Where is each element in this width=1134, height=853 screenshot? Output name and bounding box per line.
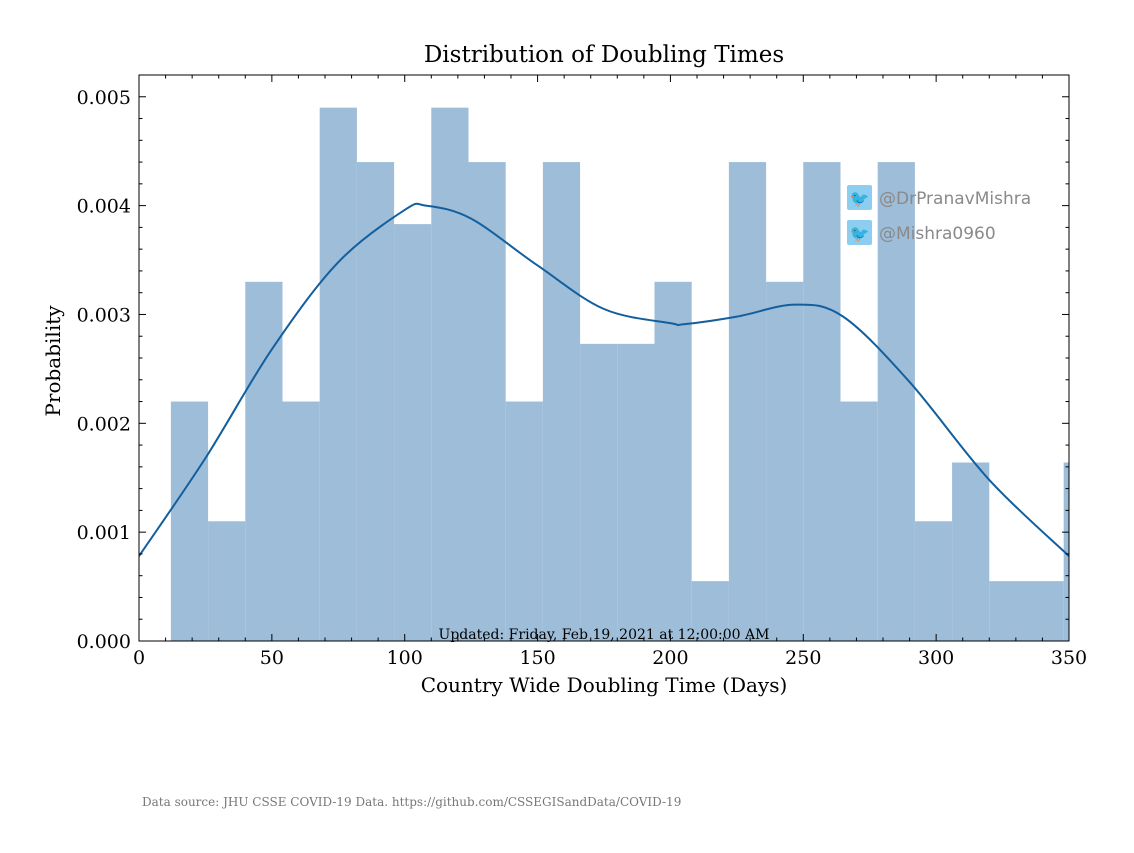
twitter-bird-icon [847, 185, 872, 210]
x-tick-label: 50 [260, 647, 284, 669]
histogram-bar [170, 401, 209, 641]
twitter-bird-icon [847, 220, 872, 245]
histogram-bar [803, 162, 841, 641]
twitter-bird-glyph: 🐦 [850, 189, 870, 208]
histogram-bar [617, 343, 655, 641]
histogram-bars [170, 107, 1069, 641]
histogram-bar [394, 224, 432, 641]
histogram-bar [766, 281, 804, 641]
social-handle-1: 🐦 @DrPranavMishra [847, 185, 1031, 210]
chart-title: Distribution of Doubling Times [424, 42, 784, 68]
histogram-bar [245, 281, 283, 641]
data-source-footer: Data source: JHU CSSE COVID-19 Data. htt… [142, 795, 681, 809]
y-tick-label: 0.004 [77, 196, 131, 218]
axis-ticks [138, 75, 1070, 642]
twitter-bird-glyph: 🐦 [850, 224, 870, 243]
y-tick-label: 0.002 [77, 413, 131, 435]
x-tick-label: 100 [387, 647, 423, 669]
y-tick-label: 0.000 [77, 631, 131, 653]
x-tick-labels: 0 50 100 150 200 250 300 350 [133, 647, 1087, 669]
social-handle-2: 🐦 @Mishra0960 [847, 220, 996, 245]
y-tick-labels: 0.000 0.001 0.002 0.003 0.004 0.005 [77, 87, 131, 653]
y-tick-label: 0.001 [77, 522, 131, 544]
x-tick-label: 150 [519, 647, 555, 669]
histogram-bar [542, 162, 581, 641]
social-handle-text: @Mishra0960 [879, 224, 996, 244]
x-tick-label: 350 [1051, 647, 1087, 669]
updated-annotation: Updated: Friday, Feb 19, 2021 at 12:00:0… [439, 627, 770, 643]
x-axis-label: Country Wide Doubling Time (Days) [421, 673, 788, 697]
histogram-bar [208, 521, 246, 641]
histogram-bar [877, 162, 915, 641]
histogram-bar [319, 107, 357, 641]
y-tick-label: 0.003 [77, 304, 131, 326]
histogram-bar [728, 162, 767, 641]
y-axis-label: Probability [41, 305, 65, 417]
histogram-bar [1026, 581, 1064, 641]
kde-curve-layer [139, 202, 1069, 557]
histogram-bar [431, 107, 469, 641]
histogram-bar [1063, 462, 1069, 641]
social-handle-text: @DrPranavMishra [879, 189, 1031, 209]
histogram-bar [840, 401, 878, 641]
histogram-bar [989, 581, 1027, 641]
x-tick-label: 250 [785, 647, 821, 669]
x-tick-label: 0 [133, 647, 145, 669]
histogram-bar [356, 162, 395, 641]
histogram-bar [952, 462, 990, 641]
x-tick-label: 300 [918, 647, 954, 669]
histogram-bar [505, 401, 543, 641]
kde-line [139, 202, 1069, 557]
histogram-bar [691, 581, 729, 641]
histogram-bar [468, 162, 506, 641]
x-tick-label: 200 [652, 647, 688, 669]
histogram-bar [580, 343, 618, 641]
histogram-bar [914, 521, 953, 641]
y-tick-label: 0.005 [77, 87, 131, 109]
histogram-bar [654, 281, 692, 641]
histogram-bar [282, 401, 320, 641]
